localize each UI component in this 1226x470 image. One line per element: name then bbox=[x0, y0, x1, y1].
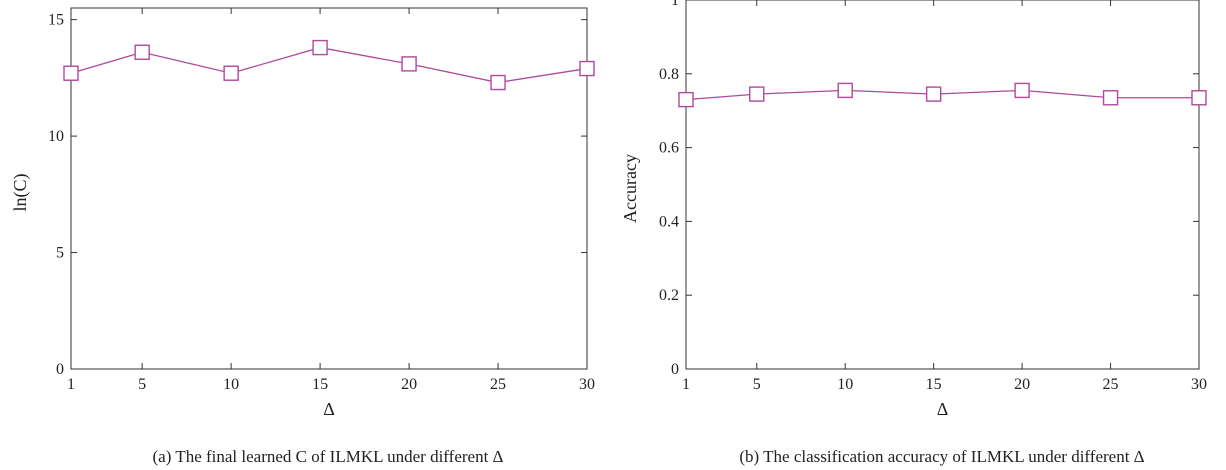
y-axis-title: Accuracy bbox=[620, 154, 640, 223]
data-point-marker bbox=[134, 44, 150, 60]
y-tick-label: 0 bbox=[56, 361, 64, 378]
data-point-marker bbox=[401, 56, 417, 72]
data-point-marker bbox=[925, 86, 942, 102]
y-tick-label: 10 bbox=[48, 128, 64, 145]
data-point-marker bbox=[312, 39, 328, 56]
x-tick-label: 30 bbox=[579, 376, 595, 393]
plot-frame bbox=[685, 0, 1200, 370]
data-point-marker bbox=[1191, 90, 1207, 106]
x-tick-label: 25 bbox=[1103, 376, 1119, 393]
x-tick-label: 20 bbox=[401, 376, 417, 393]
y-tick-label: 0 bbox=[671, 361, 679, 378]
plot-frame bbox=[70, 7, 588, 370]
y-tick-label: 15 bbox=[48, 12, 64, 29]
x-tick-label: 10 bbox=[837, 376, 853, 393]
x-tick-label: 1 bbox=[67, 376, 75, 393]
x-tick-label: 5 bbox=[138, 376, 146, 393]
y-tick-label: 5 bbox=[56, 245, 64, 262]
x-tick-label: 5 bbox=[753, 376, 761, 393]
x-tick-label: 30 bbox=[1191, 376, 1207, 393]
caption-a: (a) The final learned C of ILMKL under d… bbox=[153, 447, 504, 466]
data-point-marker bbox=[749, 86, 765, 102]
y-tick-label: 1 bbox=[671, 0, 679, 9]
x-tick-label: 15 bbox=[926, 376, 942, 393]
data-point-marker bbox=[678, 91, 694, 108]
x-axis-title: Δ bbox=[937, 399, 949, 419]
data-point-marker bbox=[63, 65, 79, 81]
data-point-marker bbox=[223, 65, 239, 81]
y-tick-label: 0.6 bbox=[659, 140, 679, 157]
x-tick-label: 1 bbox=[682, 376, 690, 393]
x-tick-label: 20 bbox=[1014, 376, 1030, 393]
data-point-marker bbox=[1102, 90, 1119, 106]
x-tick-label: 10 bbox=[223, 376, 239, 393]
y-tick-label: 0.4 bbox=[659, 213, 679, 230]
caption-b: (b) The classification accuracy of ILMKL… bbox=[739, 447, 1144, 466]
x-tick-label: 15 bbox=[312, 376, 328, 393]
data-point-marker bbox=[579, 60, 595, 77]
y-tick-label: 0.8 bbox=[659, 66, 679, 83]
y-axis-title: ln(C) bbox=[10, 173, 31, 211]
x-axis-title: Δ bbox=[323, 399, 335, 419]
data-point-marker bbox=[490, 74, 506, 91]
x-tick-label: 25 bbox=[490, 376, 506, 393]
data-point-marker bbox=[837, 82, 853, 99]
data-point-marker bbox=[1014, 82, 1030, 99]
y-tick-label: 0.2 bbox=[659, 287, 679, 304]
